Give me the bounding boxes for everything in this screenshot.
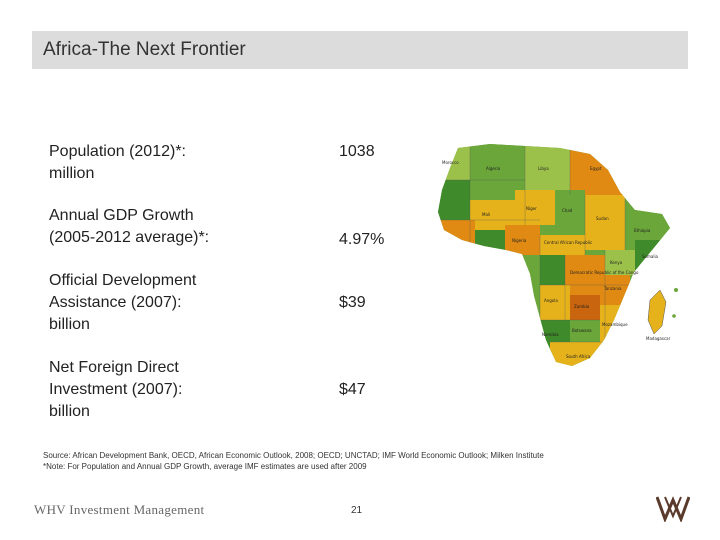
map-label-drc: Democratic Republic of the Congo (570, 270, 639, 275)
asterisk-note: *Note: For Population and Annual GDP Gro… (43, 462, 367, 471)
map-label-nigeria: Nigeria (512, 238, 527, 243)
stat-label-line: (2005-2012 average)*: (49, 229, 210, 246)
stat-fdi-value: $47 (339, 381, 366, 398)
source-note: Source: African Development Bank, OECD, … (43, 451, 544, 460)
map-label-angola: Angola (544, 298, 558, 303)
stat-label-line: Official Development (49, 272, 197, 289)
stat-label-line: million (49, 165, 95, 182)
region-libya (525, 144, 570, 190)
stat-label-line: Investment (2007): (49, 381, 183, 398)
map-label-niger: Niger (526, 206, 537, 211)
map-label-botswana: Botswana (572, 328, 592, 333)
slide-title: Africa-The Next Frontier (43, 39, 246, 60)
region-drc (565, 255, 605, 295)
region-ghana (475, 230, 505, 255)
stat-population-value: 1038 (339, 143, 375, 160)
title-bar: Africa-The Next Frontier (32, 31, 688, 69)
region-nigeria (505, 225, 540, 255)
map-label-tanzania: Tanzania (603, 286, 622, 291)
region-mauritania (438, 180, 470, 220)
stat-label-line: billion (49, 403, 90, 420)
africa-map-svg: Morocco Algeria Libya Egypt Mali Niger C… (438, 144, 678, 366)
stat-fdi-label: Net Foreign Direct Investment (2007): bi… (49, 357, 289, 423)
map-label-libya: Libya (538, 166, 549, 171)
stat-population-label: Population (2012)*: million (49, 141, 289, 185)
region-madagascar (647, 289, 667, 335)
stat-oda-value: $39 (339, 294, 366, 311)
region-niger (515, 190, 555, 225)
whv-logo-icon (655, 494, 691, 524)
map-label-algeria: Algeria (486, 166, 501, 171)
map-label-mozambique: Mozambique (602, 322, 628, 327)
stat-label-line: Population (2012)*: (49, 143, 186, 160)
map-label-morocco: Morocco (442, 160, 459, 165)
stat-gdp-growth-value: 4.97% (339, 231, 385, 248)
region-zambia (570, 295, 600, 320)
region-chad (555, 190, 585, 235)
stat-label-line: Assistance (2007): (49, 294, 182, 311)
map-label-ethiopia: Ethiopia (634, 228, 651, 233)
stat-oda-label: Official Development Assistance (2007): … (49, 270, 289, 336)
region-kenya (605, 250, 635, 275)
region-botswana (570, 320, 600, 342)
africa-map: Morocco Algeria Libya Egypt Mali Niger C… (430, 140, 682, 380)
region-seychelles (674, 288, 678, 292)
stat-gdp-growth-label: Annual GDP Growth (2005-2012 average)*: (49, 205, 289, 249)
stat-label-line: Annual GDP Growth (49, 207, 194, 224)
region-somalia (635, 240, 670, 280)
region-car (540, 235, 585, 255)
map-label-kenya: Kenya (610, 260, 623, 265)
map-label-sudan: Sudan (596, 216, 609, 221)
region-mauritius (672, 314, 676, 318)
map-label-somalia: Somalia (642, 254, 659, 259)
footnotes: Source: African Development Bank, OECD, … (43, 450, 544, 472)
map-label-south-africa: South Africa (566, 354, 591, 359)
map-label-egypt: Egypt (590, 166, 602, 171)
stat-label-line: billion (49, 316, 90, 333)
map-label-mali: Mali (482, 212, 490, 217)
map-label-madagascar: Madagascar (646, 336, 671, 341)
map-label-zambia: Zambia (574, 304, 590, 309)
region-west-coast (438, 220, 475, 250)
whv-logo-mark (655, 496, 691, 524)
footer-brand: WHV Investment Management (34, 502, 205, 517)
map-label-car: Central African Republic (544, 240, 592, 245)
stat-label-line: Net Foreign Direct (49, 359, 179, 376)
page-number: 21 (351, 505, 363, 516)
region-sudan (585, 195, 625, 250)
map-label-chad: Chad (562, 208, 573, 213)
region-congo (540, 255, 565, 285)
map-label-namibia: Namibia (542, 332, 559, 337)
